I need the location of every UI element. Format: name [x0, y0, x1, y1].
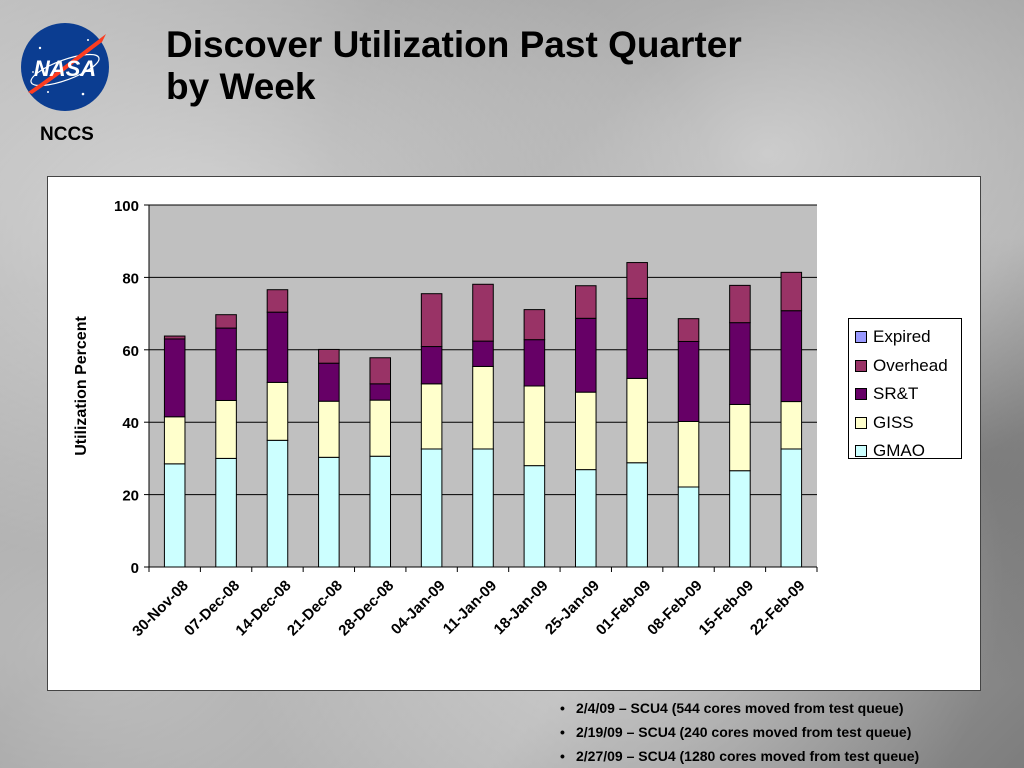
legend-label: Overhead — [873, 355, 948, 375]
bar-segment-overhead — [677, 318, 700, 342]
legend-label: GMAO — [873, 441, 925, 461]
bar-segment-srt — [677, 340, 700, 422]
bar-segment-gmao — [574, 469, 597, 568]
legend-label: SR&T — [873, 384, 919, 404]
bar-segment-giss — [780, 401, 803, 450]
bar-segment-overhead — [369, 357, 392, 385]
bar-segment-giss — [574, 391, 597, 471]
bar-segment-overhead — [523, 309, 546, 341]
bar-segment-gmao — [215, 457, 237, 568]
chart-legend: Expired Overhead SR&T GISS GMAO — [848, 318, 962, 460]
bar-segment-overhead — [574, 285, 597, 319]
y-tick-label: 20 — [122, 488, 139, 505]
legend-item: Expired — [855, 323, 961, 352]
bar-segment-overhead — [626, 262, 648, 299]
x-tick-label: 01-Feb-09 — [593, 577, 655, 639]
x-tick-label: 08-Feb-09 — [644, 577, 706, 639]
y-axis-label: Utilization Percent — [73, 316, 90, 456]
bar-segment-giss — [369, 399, 392, 457]
bar-segment-giss — [318, 400, 340, 458]
bar-segment-gmao — [266, 439, 289, 568]
legend-item: SR&T — [855, 380, 961, 409]
legend-swatch — [855, 445, 867, 458]
legend-label: GISS — [873, 412, 914, 432]
x-tick-label: 04-Jan-09 — [388, 577, 449, 638]
bar-segment-gmao — [420, 448, 443, 568]
x-tick-label: 11-Jan-09 — [440, 577, 500, 637]
y-tick-label: 60 — [122, 343, 139, 360]
bar-segment-srt — [266, 311, 289, 383]
bar-segment-gmao — [780, 448, 803, 568]
bar-segment-srt — [780, 310, 803, 403]
bar-segment-giss — [677, 420, 700, 488]
bar-segment-gmao — [163, 463, 186, 568]
legend-swatch — [855, 416, 867, 429]
y-tick-label: 40 — [122, 415, 139, 432]
legend-swatch — [855, 359, 867, 372]
note-item: • 2/19/09 – SCU4 (240 cores moved from te… — [560, 724, 912, 740]
y-tick-label: 0 — [131, 560, 139, 577]
bar-segment-srt — [626, 297, 648, 379]
bar-segment-srt — [472, 340, 494, 367]
legend-item: GMAO — [855, 437, 961, 466]
legend-item: Overhead — [855, 352, 961, 381]
notes-list: • 2/4/09 – SCU4 (544 cores moved from tes… — [560, 696, 1020, 768]
x-tick-label: 15-Feb-09 — [696, 577, 758, 639]
bar-segment-giss — [523, 385, 546, 467]
bar-segment-gmao — [523, 465, 546, 568]
page-title: Discover Utilization Past Quarter by Wee… — [166, 24, 926, 108]
bar-segment-srt — [420, 346, 443, 385]
bar-segment-overhead — [215, 314, 237, 329]
legend-item: GISS — [855, 409, 961, 438]
nasa-logo: NASA — [18, 20, 112, 114]
bar-segment-gmao — [369, 455, 392, 568]
note-item: • 2/27/09 – SCU4 (1280 cores moved from t… — [560, 748, 920, 764]
bar-segment-overhead — [318, 348, 340, 364]
bar-segment-srt — [574, 317, 597, 393]
legend-swatch — [855, 331, 867, 344]
bar-segment-overhead — [266, 289, 289, 313]
bar-segment-gmao — [729, 470, 751, 568]
x-tick-label: 18-Jan-09 — [491, 577, 552, 638]
y-tick-label: 100 — [114, 198, 139, 215]
note-item: • 2/4/09 – SCU4 (544 cores moved from tes… — [560, 700, 904, 716]
bar-segment-srt — [523, 339, 546, 387]
bar-segment-gmao — [626, 462, 648, 568]
bar-segment-giss — [163, 416, 186, 465]
bar-segment-giss — [729, 403, 751, 472]
bar-segment-gmao — [318, 456, 340, 568]
title-line-2: by Week — [166, 66, 316, 107]
bar-segment-srt — [729, 322, 751, 405]
utilization-chart: 0 20 40 60 80 100 Utilization Percent 30-Nov-08… — [73, 198, 818, 640]
bar-segment-giss — [472, 365, 494, 450]
bar-segment-overhead — [420, 293, 443, 348]
bar-segment-gmao — [472, 448, 494, 568]
bar-segment-overhead — [780, 271, 803, 312]
nccs-label: NCCS — [40, 124, 94, 145]
bar-segment-srt — [369, 383, 392, 401]
x-tick-label: 28-Dec-08 — [335, 577, 397, 639]
bar-segment-giss — [626, 377, 648, 464]
bar-segment-srt — [318, 362, 340, 402]
bar-segment-giss — [215, 399, 237, 459]
y-tick-label: 80 — [122, 270, 139, 287]
bar-segment-srt — [215, 327, 237, 401]
bar-segment-overhead — [472, 283, 494, 342]
bar-segment-srt — [163, 338, 186, 418]
bar-segment-overhead — [729, 284, 751, 324]
x-tick-label: 30-Nov-08 — [129, 577, 192, 640]
bar-segment-giss — [420, 383, 443, 450]
bar-segment-gmao — [677, 486, 700, 568]
bar-segment-overhead — [163, 335, 186, 340]
chart-container: 0 20 40 60 80 100 Utilization Percent 30-Nov-08… — [47, 176, 981, 691]
title-line-1: Discover Utilization Past Quarter — [166, 24, 742, 65]
legend-label: Expired — [873, 327, 931, 347]
svg-text:NASA: NASA — [34, 56, 96, 81]
bar-segment-giss — [266, 381, 289, 441]
x-tick-label: 22-Feb-09 — [747, 577, 809, 639]
legend-swatch — [855, 388, 867, 401]
